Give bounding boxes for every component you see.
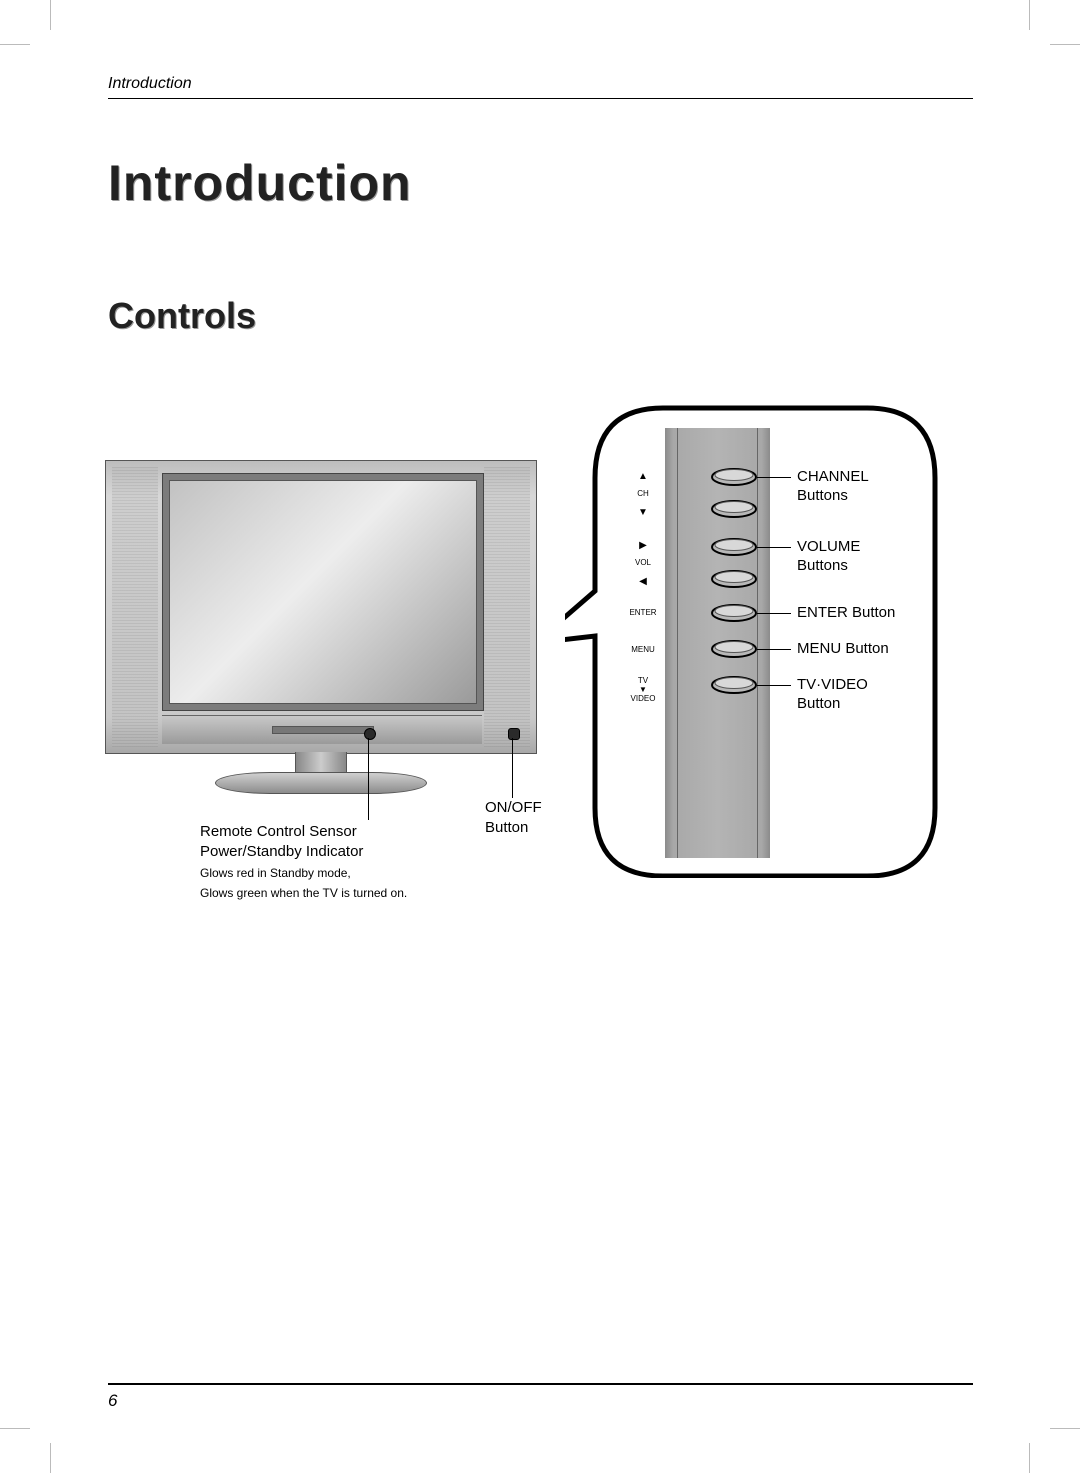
callout-line: Power/Standby Indicator [200,843,363,860]
power-button [508,728,520,740]
channel-down-button [711,500,757,518]
callout-line: Button [797,695,840,712]
menu-button [711,640,757,658]
page-title: Introduction [108,154,412,212]
leader-line [757,477,791,478]
leader-line [368,738,369,820]
ch-down-icon: ▼ [623,508,663,518]
callout-sensor-indicator: Remote Control Sensor Power/Standby Indi… [200,822,407,903]
footer-rule [108,1383,973,1385]
callout-subline: Glows red in Standby mode, [200,866,351,880]
callout-subline: Glows green when the TV is turned on. [200,886,407,900]
callout-channel: CHANNEL Buttons [797,468,869,506]
callout-line: Buttons [797,557,848,574]
panel-labels-column: ▲ CH ▼ ▶ VOL ◀ ENTER MENU TV▼VIDEO [623,428,663,858]
volume-down-button [711,570,757,588]
leader-line [757,547,791,548]
callout-tvvideo: TV·VIDEO Button [797,676,868,714]
ch-up-icon: ▲ [623,472,663,482]
panel-edge [677,428,678,858]
callout-line: Buttons [797,487,848,504]
control-panel-balloon: ▲ CH ▼ ▶ VOL ◀ ENTER MENU TV▼VIDEO [565,378,965,878]
leader-line [757,685,791,686]
tv-front-illustration: ON/OFF Button Remote Control Sensor Powe… [105,460,545,860]
callout-onoff: ON/OFF Button [485,798,542,839]
controls-diagram: ▲ CH ▼ ▶ VOL ◀ ENTER MENU TV▼VIDEO [95,360,975,900]
callout-line: Remote Control Sensor [200,823,357,840]
tv-stand-neck [295,752,347,774]
panel-edge [757,428,758,858]
tv-speaker-right [484,467,530,747]
callout-line: ON/OFF [485,799,542,816]
panel-label-tv: TV [638,676,648,685]
page-number: 6 [108,1391,117,1411]
leader-line [757,613,791,614]
page-root: Introduction Introduction Controls ▲ CH … [0,0,1080,1473]
crop-mark [1029,0,1030,30]
panel-label: ENTER [623,609,663,617]
crop-mark [50,1443,51,1473]
callout-line: TV·VIDEO [797,676,868,693]
panel-label-video: VIDEO [631,694,656,703]
tv-video-button [711,676,757,694]
tv-chin-slot [272,726,374,734]
callout-line: Button [485,819,528,836]
leader-line [512,738,513,798]
tv-speaker-left [112,467,158,747]
callout-volume: VOLUME Buttons [797,538,860,576]
leader-line [757,649,791,650]
crop-mark [1050,44,1080,45]
running-header: Introduction [108,75,192,93]
crop-mark [0,1428,30,1429]
callout-menu: MENU Button [797,640,889,659]
callout-line: VOLUME [797,538,860,555]
crop-mark [1029,1443,1030,1473]
channel-up-button [711,468,757,486]
vol-right-icon: ▶ [623,541,663,551]
crop-mark [50,0,51,30]
section-title: Controls [108,295,256,337]
panel-label: CH [623,490,663,498]
vol-left-icon: ◀ [623,577,663,587]
crop-mark [1050,1428,1080,1429]
enter-button [711,604,757,622]
tv-body [105,460,537,754]
panel-label: VOL [623,559,663,567]
panel-label: TV▼VIDEO [623,677,663,703]
panel-label: MENU [623,646,663,654]
volume-up-button [711,538,757,556]
callout-enter: ENTER Button [797,604,895,623]
crop-mark [0,44,30,45]
tv-screen [169,480,477,704]
tv-screen-frame [162,473,484,711]
remote-sensor [364,728,376,740]
tv-chin [162,715,482,744]
running-header-rule [108,98,973,99]
tv-stand-base [215,772,427,794]
callout-line: CHANNEL [797,468,869,485]
